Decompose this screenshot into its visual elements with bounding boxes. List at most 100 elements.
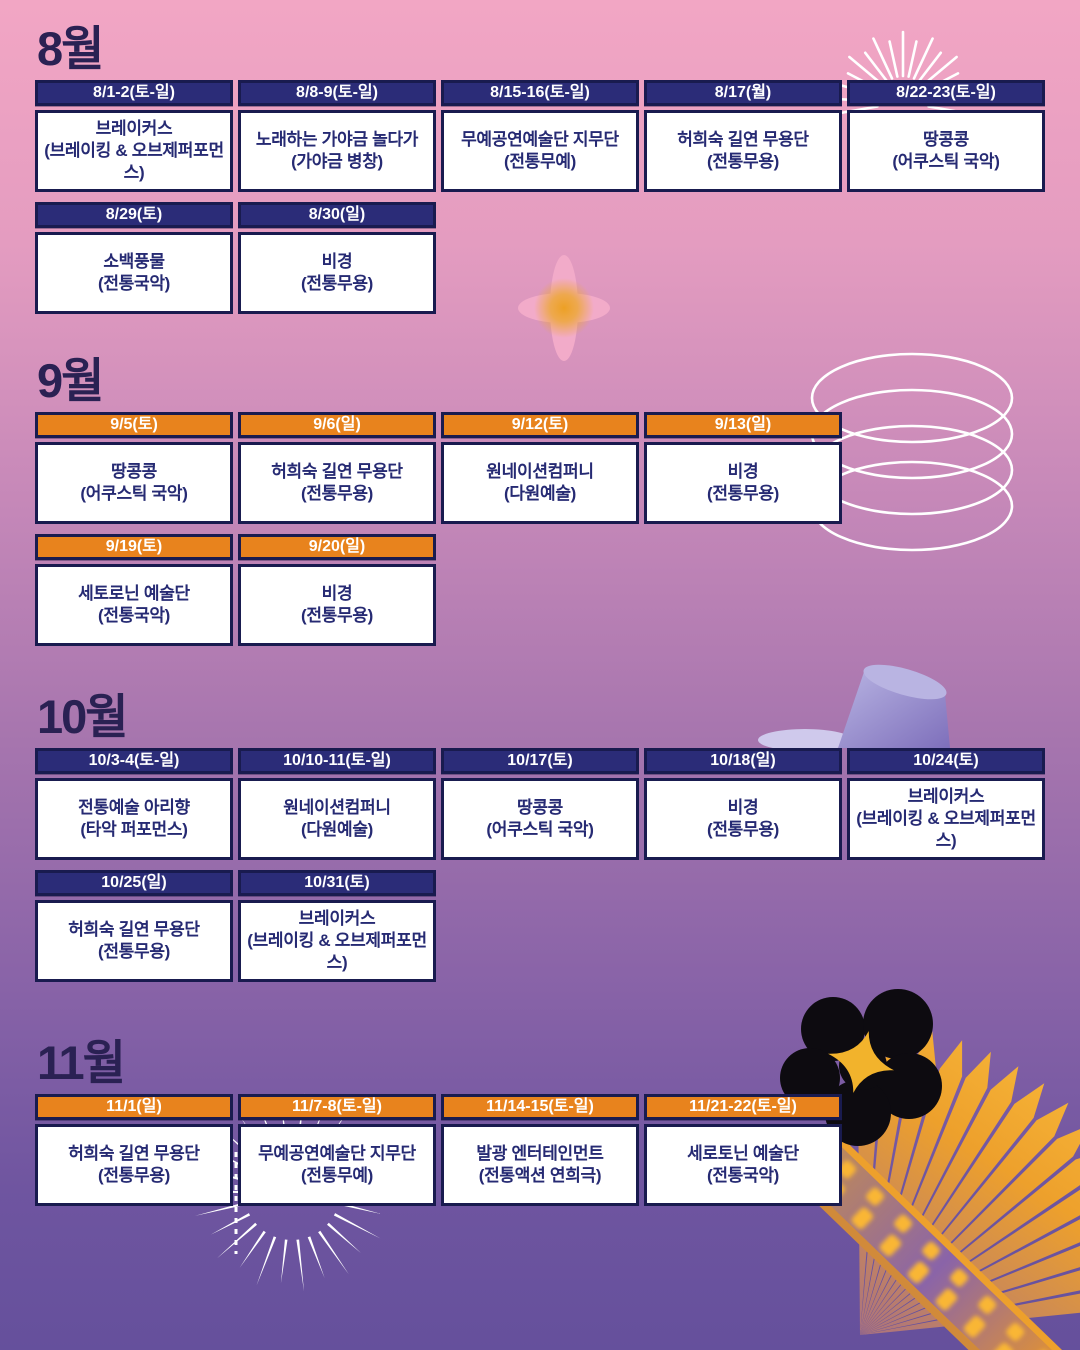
event-date-header: 9/19(토)	[35, 534, 233, 560]
event-date-header: 8/1-2(토-일)	[35, 80, 233, 106]
event-name: 허희숙 길연 무용단	[68, 1143, 200, 1163]
event-genre: (브레이킹 & 오브제퍼포먼스)	[44, 140, 224, 183]
event-card: 8/1-2(토-일) 브레이커스 (브레이킹 & 오브제퍼포먼스)	[35, 80, 233, 192]
month-title: 10월	[37, 690, 129, 743]
event-body: 원네이션컴퍼니 (다원예술)	[441, 442, 639, 524]
event-body: 비경 (전통무용)	[238, 232, 436, 314]
event-body: 세로토닌 예술단 (전통국악)	[644, 1124, 842, 1206]
event-body: 무예공연예술단 지무단 (전통무예)	[441, 110, 639, 192]
event-body: 브레이커스 (브레이킹 & 오브제퍼포먼스)	[238, 900, 436, 982]
event-body: 비경 (전통무용)	[238, 564, 436, 646]
event-date-header: 11/7-8(토-일)	[238, 1094, 436, 1120]
event-card: 11/1(일) 허희숙 길연 무용단 (전통무용)	[35, 1094, 233, 1206]
event-body: 허희숙 길연 무용단 (전통무용)	[35, 1124, 233, 1206]
event-body: 땅콩콩 (어쿠스틱 국악)	[847, 110, 1045, 192]
event-date-header: 9/20(일)	[238, 534, 436, 560]
event-genre: (전통무용)	[706, 820, 780, 839]
event-card: 11/21-22(토-일) 세로토닌 예술단 (전통국악)	[644, 1094, 842, 1206]
event-name: 무예공연예술단 지무단	[258, 1143, 416, 1163]
event-name: 비경	[321, 251, 353, 271]
event-card: 8/30(일) 비경 (전통무용)	[238, 202, 436, 314]
event-name: 허희숙 길연 무용단	[271, 461, 403, 481]
event-date-header: 8/8-9(토-일)	[238, 80, 436, 106]
month-section: 11월 11/1(일) 허희숙 길연 무용단 (전통무용) 11/7-8(토-일) 무예공…	[35, 1036, 1045, 1216]
schedule-row: 9/5(토) 땅콩콩 (어쿠스틱 국악) 9/6(일) 허희숙 길연 무용단 (전통무용)…	[35, 412, 1045, 524]
event-name: 발광 엔터테인먼트	[476, 1143, 604, 1163]
event-genre: (전통무용)	[300, 484, 374, 503]
event-date-header: 8/29(토)	[35, 202, 233, 228]
event-genre: (타악 퍼포먼스)	[80, 820, 188, 839]
event-name: 세토로닌 예술단	[78, 583, 190, 603]
event-genre: (다원예술)	[300, 820, 374, 839]
event-genre: (전통무용)	[97, 1166, 171, 1185]
event-date-header: 10/10-11(토-일)	[238, 748, 436, 774]
event-name: 무예공연예술단 지무단	[461, 129, 619, 149]
event-genre: (전통무용)	[706, 484, 780, 503]
schedule-row: 9/19(토) 세토로닌 예술단 (전통국악) 9/20(일) 비경 (전통무용)	[35, 534, 1045, 646]
event-genre: (가야금 병창)	[291, 152, 383, 171]
event-card: 10/18(일) 비경 (전통무용)	[644, 748, 842, 860]
event-card: 8/29(토) 소백풍물 (전통국악)	[35, 202, 233, 314]
event-name: 소백풍물	[103, 251, 165, 271]
event-date-header: 10/25(일)	[35, 870, 233, 896]
event-body: 원네이션컴퍼니 (다원예술)	[238, 778, 436, 860]
event-genre: (어쿠스틱 국악)	[80, 484, 188, 503]
event-card: 9/20(일) 비경 (전통무용)	[238, 534, 436, 646]
event-card: 9/6(일) 허희숙 길연 무용단 (전통무용)	[238, 412, 436, 524]
event-genre: (브레이킹 & 오브제퍼포먼스)	[247, 930, 427, 973]
schedule-row: 8/29(토) 소백풍물 (전통국악) 8/30(일) 비경 (전통무용)	[35, 202, 1045, 314]
event-date-header: 8/22-23(토-일)	[847, 80, 1045, 106]
event-card: 8/8-9(토-일) 노래하는 가야금 놀다가 (가야금 병창)	[238, 80, 436, 192]
event-genre: (전통액션 연희극)	[478, 1166, 602, 1185]
event-name: 비경	[727, 797, 759, 817]
event-date-header: 8/30(일)	[238, 202, 436, 228]
event-body: 브레이커스 (브레이킹 & 오브제퍼포먼스)	[847, 778, 1045, 860]
event-date-header: 10/24(토)	[847, 748, 1045, 774]
schedule-row: 10/25(일) 허희숙 길연 무용단 (전통무용) 10/31(토) 브레이커스 (브레…	[35, 870, 1045, 982]
month-title: 8월	[37, 22, 104, 75]
event-card: 10/17(토) 땅콩콩 (어쿠스틱 국악)	[441, 748, 639, 860]
event-card: 9/12(토) 원네이션컴퍼니 (다원예술)	[441, 412, 639, 524]
event-card: 10/10-11(토-일) 원네이션컴퍼니 (다원예술)	[238, 748, 436, 860]
event-name: 허희숙 길연 무용단	[677, 129, 809, 149]
month-title: 11월	[37, 1036, 126, 1089]
event-genre: (전통국악)	[97, 274, 171, 293]
event-body: 허희숙 길연 무용단 (전통무용)	[644, 110, 842, 192]
event-body: 전통예술 아리향 (타악 퍼포먼스)	[35, 778, 233, 860]
event-card: 9/5(토) 땅콩콩 (어쿠스틱 국악)	[35, 412, 233, 524]
event-body: 땅콩콩 (어쿠스틱 국악)	[35, 442, 233, 524]
event-name: 노래하는 가야금 놀다가	[255, 129, 419, 149]
event-body: 세토로닌 예술단 (전통국악)	[35, 564, 233, 646]
event-name: 원네이션컴퍼니	[486, 461, 594, 481]
event-name: 브레이커스	[298, 908, 376, 928]
event-date-header: 8/15-16(토-일)	[441, 80, 639, 106]
event-date-header: 10/17(토)	[441, 748, 639, 774]
event-card: 10/24(토) 브레이커스 (브레이킹 & 오브제퍼포먼스)	[847, 748, 1045, 860]
month-section: 9월 9/5(토) 땅콩콩 (어쿠스틱 국악) 9/6(일) 허희숙 길연 무용단 (전통무…	[35, 357, 1045, 656]
event-body: 브레이커스 (브레이킹 & 오브제퍼포먼스)	[35, 110, 233, 192]
event-date-header: 10/3-4(토-일)	[35, 748, 233, 774]
event-name: 땅콩콩	[516, 797, 564, 817]
month-section: 10월 10/3-4(토-일) 전통예술 아리향 (타악 퍼포먼스) 10/10-11(…	[35, 690, 1045, 992]
event-genre: (다원예술)	[503, 484, 577, 503]
event-genre: (전통무용)	[300, 606, 374, 625]
event-genre: (전통무용)	[97, 942, 171, 961]
event-name: 전통예술 아리향	[78, 797, 190, 817]
event-date-header: 11/14-15(토-일)	[441, 1094, 639, 1120]
event-body: 땅콩콩 (어쿠스틱 국악)	[441, 778, 639, 860]
event-date-header: 10/31(토)	[238, 870, 436, 896]
event-card: 9/13(일) 비경 (전통무용)	[644, 412, 842, 524]
event-body: 소백풍물 (전통국악)	[35, 232, 233, 314]
event-card: 11/7-8(토-일) 무예공연예술단 지무단 (전통무예)	[238, 1094, 436, 1206]
event-body: 비경 (전통무용)	[644, 778, 842, 860]
event-name: 허희숙 길연 무용단	[68, 919, 200, 939]
event-date-header: 10/18(일)	[644, 748, 842, 774]
event-date-header: 9/13(일)	[644, 412, 842, 438]
event-name: 브레이커스	[907, 786, 985, 806]
event-name: 땅콩콩	[110, 461, 158, 481]
event-body: 무예공연예술단 지무단 (전통무예)	[238, 1124, 436, 1206]
event-name: 원네이션컴퍼니	[283, 797, 391, 817]
event-body: 비경 (전통무용)	[644, 442, 842, 524]
event-card: 8/22-23(토-일) 땅콩콩 (어쿠스틱 국악)	[847, 80, 1045, 192]
